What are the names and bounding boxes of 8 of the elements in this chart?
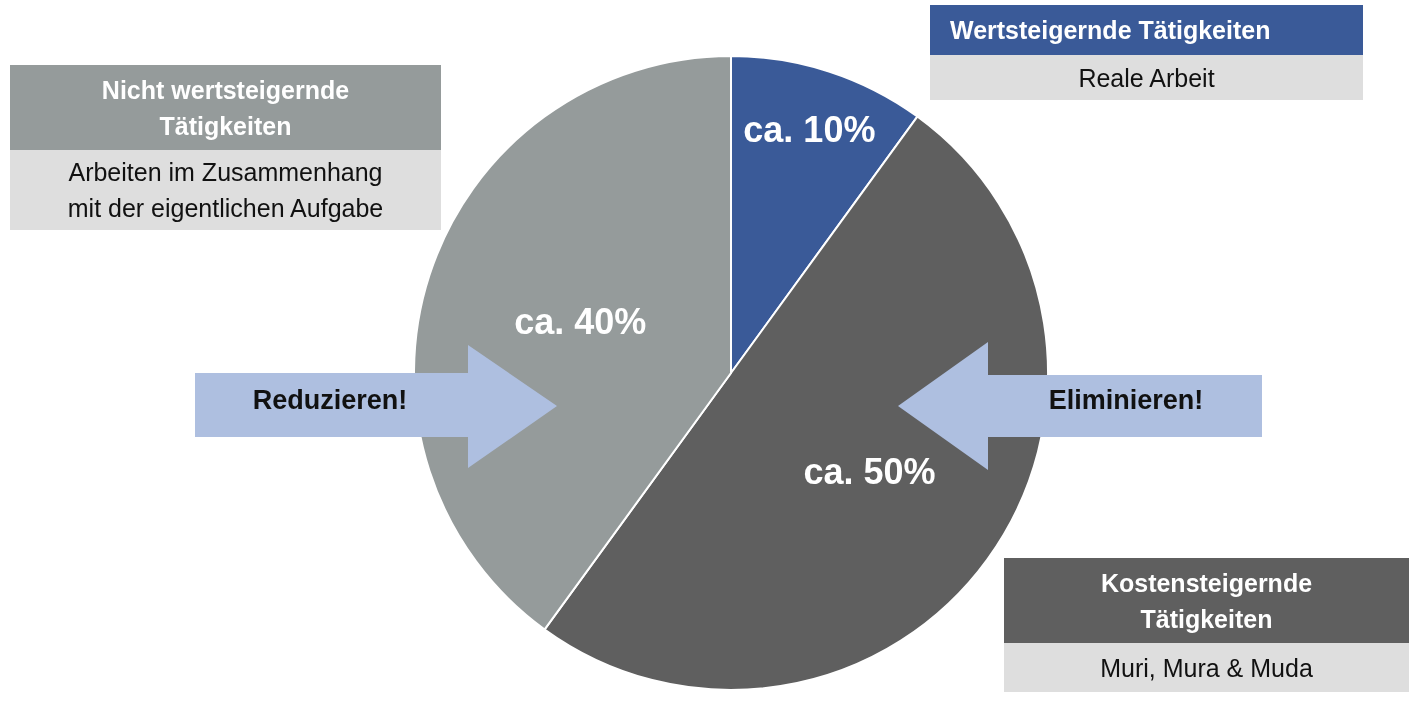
data-label: ca. 40%	[514, 300, 647, 342]
text: Muri, Mura & Muda	[1004, 643, 1409, 692]
data-label: ca. 10%	[743, 108, 876, 150]
text: Reale Arbeit	[930, 55, 1363, 100]
text: Arbeiten im Zusammenhang mit der eigentlichen Aufgabe	[10, 150, 441, 230]
text: Reduzieren!	[251, 385, 409, 416]
data-label: ca. 50%	[803, 450, 936, 492]
text: Eliminieren!	[1047, 385, 1205, 416]
